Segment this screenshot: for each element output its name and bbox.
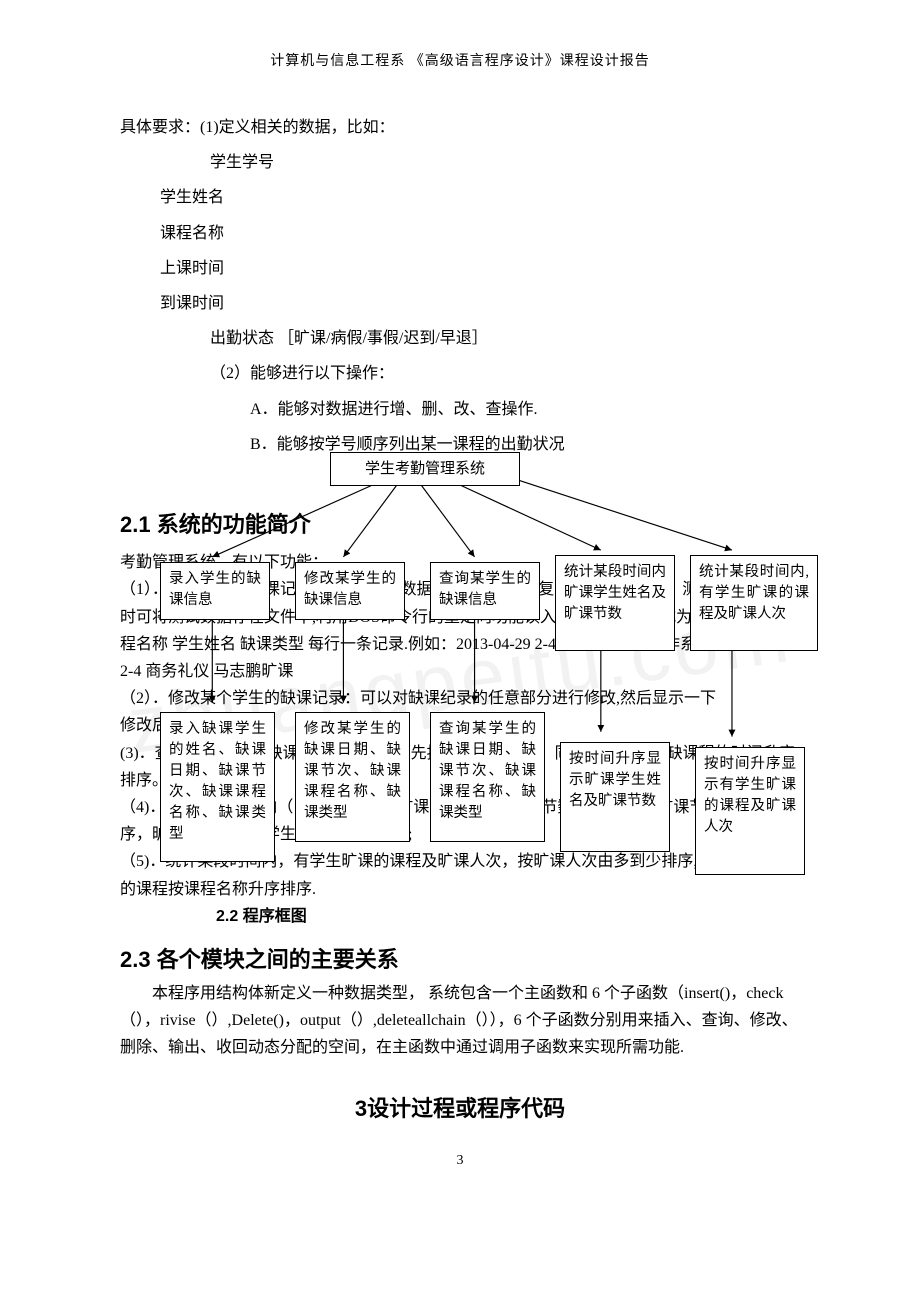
requirements-block: 具体要求：(1)定义相关的数据，比如： 学生学号 学生姓名 课程名称 上课时间 … [120,110,800,462]
diagram-l2-node: 按时间升序显示有学生旷课的课程及旷课人次 [695,747,805,875]
diagram-l2-node: 按时间升序显示旷课学生姓名及旷课节数 [560,742,670,852]
diagram-l1-node: 统计某段时间内,有学生旷课的课程及旷课人次 [690,555,818,651]
diagram-l2-node: 查询某学生的缺课日期、缺课节次、缺课课程名称、缺课类型 [430,712,545,842]
req-lead: 具体要求：(1)定义相关的数据，比如： [120,110,800,145]
diagram-and-overlap: 2 概要设计 2.1 系统的功能简介 考勤管理系统，有以下功能： （1）．录入学… [120,452,800,912]
req-ops-lead: （2）能够进行以下操作： [120,356,800,391]
diagram-l2-node: 录入缺课学生的姓名、缺课日期、缺课节次、缺课课程名称、缺课类型 [160,712,275,862]
section-2-3-p1: 本程序用结构体新定义一种数据类型， 系统包含一个主函数和 6 个子函数（inse… [120,980,800,1062]
diagram-l1-node: 修改某学生的缺课信息 [295,562,405,620]
diagram-l1-node: 查询某学生的缺课信息 [430,562,540,620]
page-number: 3 [120,1153,800,1169]
req-field: 上课时间 [120,251,800,286]
diagram-l2-node: 修改某学生的缺课日期、缺课节次、缺课课程名称、缺课类型 [295,712,410,842]
req-status: 出勤状态 ［旷课/病假/事假/迟到/早退］ [120,321,800,356]
req-op-a: A．能够对数据进行增、删、改、查操作. [120,392,800,427]
diagram-l1-node: 统计某段时间内旷课学生姓名及旷课节数 [555,555,675,651]
section-2-3-title: 2.3 各个模块之间的主要关系 [120,942,800,974]
diagram-root: 学生考勤管理系统 [330,452,520,486]
section-3-title: 3设计过程或程序代码 [120,1091,800,1123]
req-field: 到课时间 [120,286,800,321]
req-field: 学生学号 [120,145,800,180]
req-field: 学生姓名 [120,180,800,215]
req-field: 课程名称 [120,216,800,251]
diagram-l1-node: 录入学生的缺课信息 [160,562,270,620]
page-header: 计算机与信息工程系 《高级语言程序设计》课程设计报告 [120,50,800,70]
